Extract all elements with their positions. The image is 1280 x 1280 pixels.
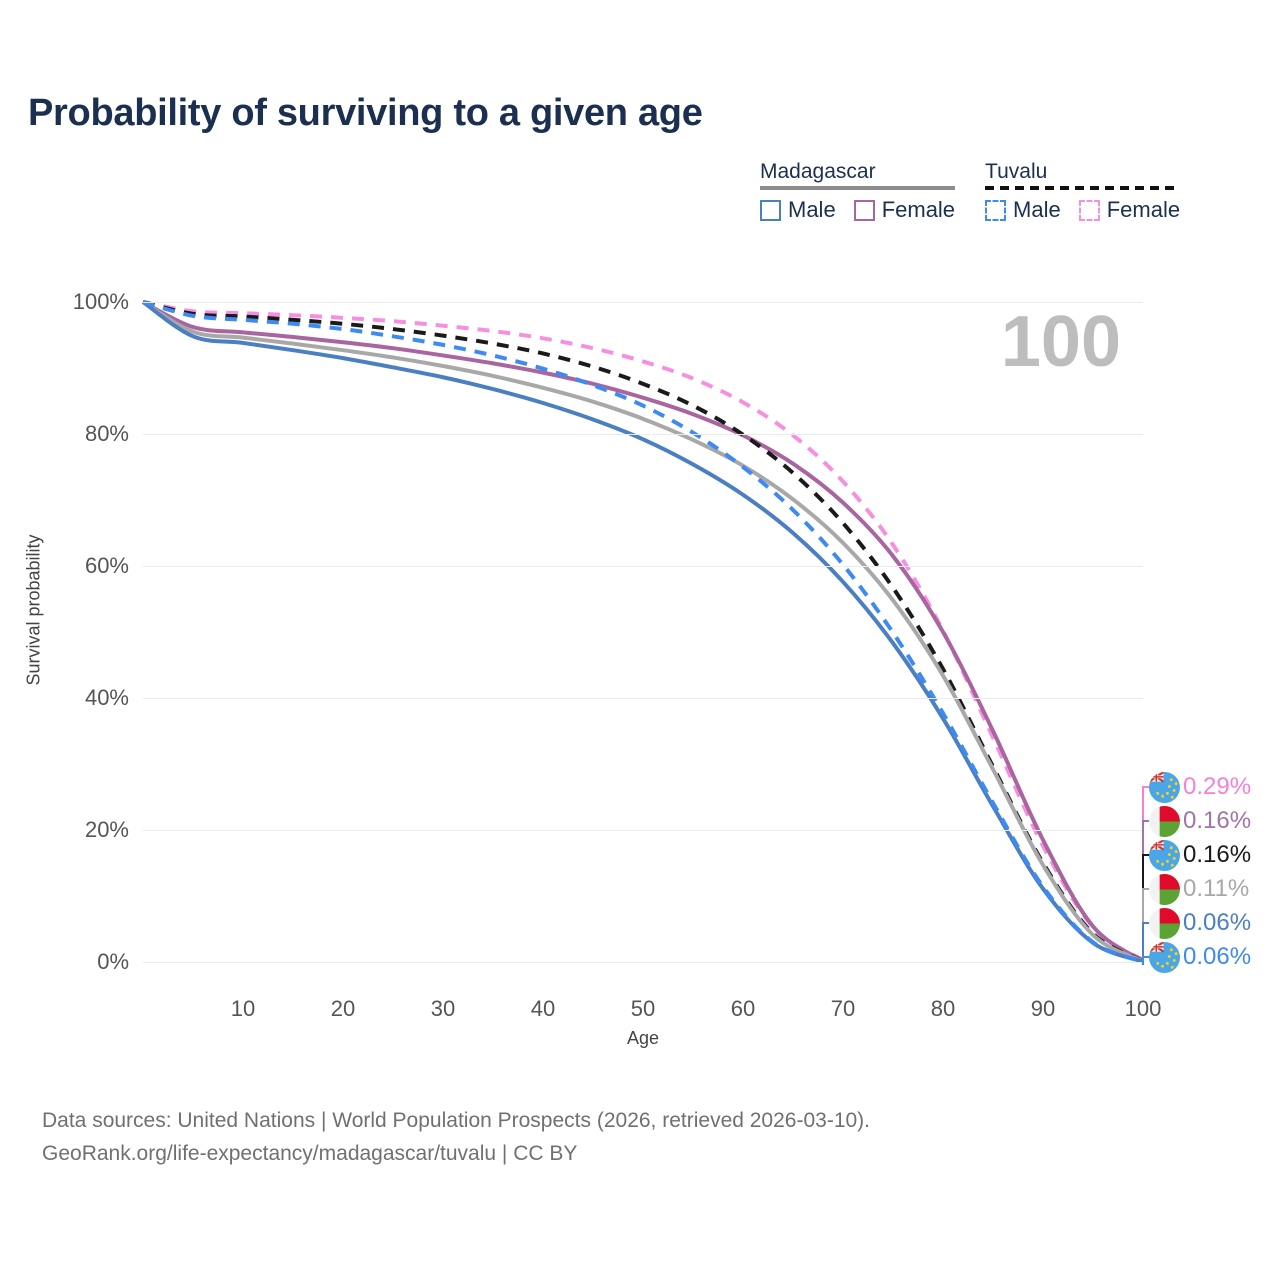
end-label-row[interactable]: 0.16% [1143,804,1251,838]
footer: Data sources: United Nations | World Pop… [42,1105,870,1170]
gridline [143,830,1143,831]
watermark-value: 100 [1000,302,1121,382]
legend-item-label: Male [1013,197,1061,222]
legend-item-tuvalu-male[interactable]: Male [985,197,1061,223]
series-line-tuvalu-female [142,300,1145,962]
series-line-madagascar-female [142,300,1145,963]
page-title: Probability of surviving to a given age [28,92,703,134]
x-axis-tick: 80 [930,996,956,1021]
legend-swatch-icon [760,199,781,221]
y-axis-tick: 40% [84,685,129,710]
x-axis-tick: 70 [830,996,856,1021]
y-axis-tick: 60% [84,553,129,578]
gridline [143,962,1143,963]
gridline [143,698,1143,699]
x-axis-tick: 40 [530,996,556,1021]
footer-sources: Data sources: United Nations | World Pop… [42,1109,871,1132]
madagascar-flag-icon [1149,805,1180,837]
end-label-value: 0.29% [1183,773,1252,800]
legend-items: Male Female [985,197,1180,223]
x-axis-label: Age [626,1028,660,1048]
legend-country-name: Madagascar [760,160,876,183]
footer-attribution: GeoRank.org/life-expectancy/madagascar/t… [42,1141,578,1165]
gridline [143,566,1143,567]
legend-swatch-icon [1078,199,1100,221]
legend-country-name: Tuvalu [985,160,1048,183]
legend-swatch-icon [853,199,875,221]
y-axis-tick: 80% [84,421,129,446]
y-axis-tick: 20% [84,817,129,842]
madagascar-flag-icon [1149,907,1180,939]
legend-group-tuvalu: Tuvalu Male Female [985,160,1181,223]
legend-swatch-icon [985,199,1007,221]
legend-item-madagascar-male[interactable]: Male [760,197,836,223]
series-line-tuvalu-male [142,300,1144,964]
end-label-row[interactable]: 0.06% [1143,940,1251,974]
x-axis-tick: 100 [1124,996,1162,1021]
end-label-row[interactable]: 0.11% [1143,872,1249,906]
gridline [143,302,1143,303]
plot-area: 100 [141,300,1145,964]
x-axis-tick: 60 [730,996,756,1021]
madagascar-flag-icon [1149,873,1180,905]
series-line-madagascar-male [141,300,1144,964]
y-axis-tick: 0% [97,949,129,974]
end-labels: 0.29% 0.16% 0.16% 0.11% 0.06% 0.06% [1142,770,1280,985]
tuvalu-flag-icon [1149,941,1180,973]
legend-item-label: Female [881,197,956,222]
legend-item-madagascar-female[interactable]: Female [853,197,956,223]
end-label-row[interactable]: 0.16% [1143,838,1251,872]
x-axis-tick: 20 [330,996,356,1021]
end-label-row[interactable]: 0.06% [1143,906,1251,940]
legend-rule-dashed [985,186,1181,190]
tuvalu-flag-icon [1149,771,1180,803]
survival-curves [141,300,1145,964]
x-axis-tick: 50 [630,996,656,1021]
series-line-tuvalu-both-sexes [142,300,1144,963]
tuvalu-flag-icon [1149,839,1180,871]
legend-item-tuvalu-female[interactable]: Female [1078,197,1181,223]
x-axis-tick: 90 [1030,996,1056,1021]
end-label-value: 0.16% [1183,841,1252,868]
end-label-value: 0.16% [1183,807,1252,834]
legend-item-label: Female [1106,197,1181,222]
series-line-madagascar-both-sexes [141,300,1144,964]
legend-group-madagascar: Madagascar Male Female [760,160,956,223]
y-axis-tick: 100% [72,289,129,314]
y-axis-label: Survival probability [23,534,44,686]
end-label-value: 0.06% [1183,909,1252,936]
end-label-value: 0.06% [1183,943,1252,970]
chart-legend: Madagascar Male Female Tuvalu Male Female [760,160,1181,223]
end-label-value: 0.11% [1183,875,1250,902]
gridline [143,434,1143,435]
legend-rule-solid [760,186,956,190]
x-axis-tick: 30 [430,996,456,1021]
legend-items: Male Female [760,197,955,223]
legend-item-label: Male [788,197,836,222]
x-axis-tick: 10 [230,996,256,1021]
end-label-row[interactable]: 0.29% [1143,770,1251,804]
